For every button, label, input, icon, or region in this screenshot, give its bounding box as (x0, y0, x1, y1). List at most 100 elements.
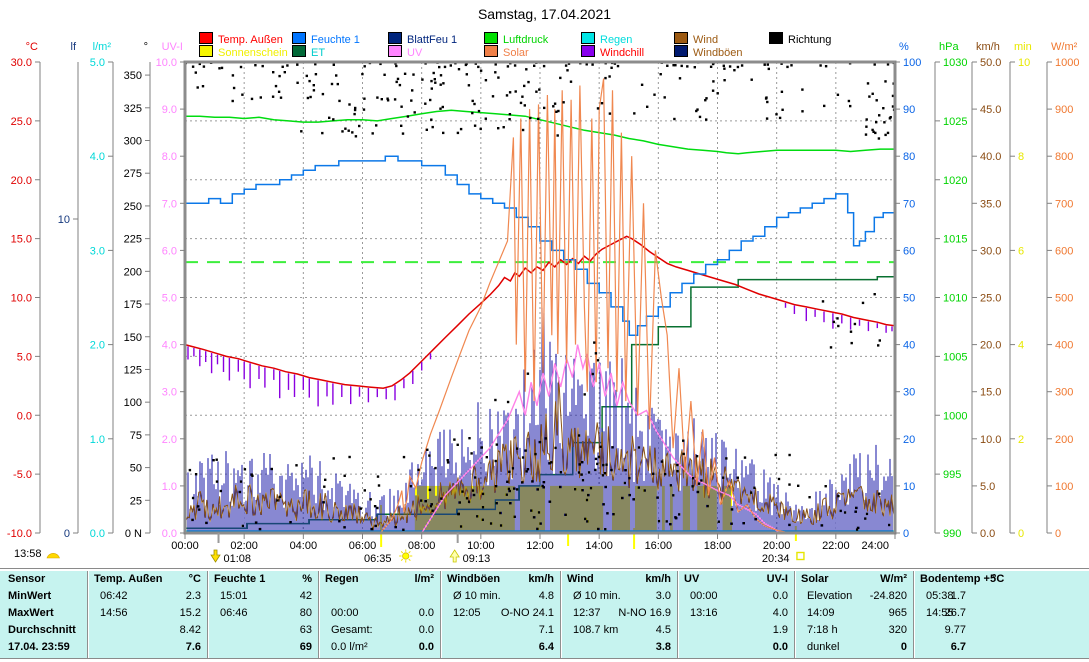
axis-c: °C 30.0 25.0 20.0 15.0 10.0 5.0 0.0 -5.0 -10.0 (7, 41, 41, 540)
svg-text:12:00: 12:00 (526, 540, 554, 552)
svg-text:200: 200 (1055, 434, 1073, 446)
table-cell: 0.0 (772, 641, 788, 653)
table-cell: -24.820 (869, 590, 907, 602)
legend-item-uv: UV (388, 45, 422, 59)
svg-text:20:00: 20:00 (763, 540, 791, 552)
svg-text:350: 350 (124, 70, 142, 82)
svg-text:22:00: 22:00 (822, 540, 850, 552)
svg-text:1015: 1015 (943, 234, 967, 246)
legend-item-windb-en: Windböen (674, 45, 743, 59)
svg-text:250: 250 (124, 201, 142, 213)
svg-text:1020: 1020 (943, 175, 967, 187)
svg-text:50: 50 (903, 293, 915, 305)
svg-text:06:00: 06:00 (349, 540, 377, 552)
table-cell: N-NO 16.9 (618, 607, 671, 619)
table-cell: 0 (900, 641, 907, 653)
table-cell: 15:01 (220, 590, 248, 602)
table-cell: km/h (528, 573, 554, 585)
legend-item-blattfeu-1: BlattFeu 1 (388, 32, 457, 46)
table-column-regen: Regen l/m² 00:00 0.0 Gesamt: 0.0 0.0 l/m² 0.0 (318, 571, 441, 658)
legend-swatch-temp-au-en (199, 32, 213, 44)
table-cell: 9.77 (944, 624, 966, 636)
weather-chart: °C30.025.020.015.010.05.00.0-5.0-10.0lf1… (7, 41, 1080, 565)
axis-hpa: hPa 1030 1025 1020 1015 1010 1005 1000 995 990 (934, 41, 967, 540)
table-cell: 13:16 (690, 607, 718, 619)
table-cell: 0.0 (418, 607, 434, 619)
svg-text:1000: 1000 (943, 410, 967, 422)
svg-text:275: 275 (124, 168, 142, 180)
svg-text:500: 500 (1055, 293, 1073, 305)
svg-text:0.0: 0.0 (162, 528, 177, 540)
svg-text:10.0: 10.0 (156, 57, 177, 69)
table-cell: km/h (645, 573, 671, 585)
svg-text:09:13: 09:13 (463, 553, 491, 565)
table-column-wind: Wind km/h Ø 10 min. 3.0 12:37 N-NO 16.9 108.7 … (560, 571, 678, 658)
svg-text:24:00: 24:00 (861, 540, 889, 552)
svg-text:3.0: 3.0 (162, 387, 177, 399)
svg-text:700: 700 (1055, 198, 1073, 210)
axis-l-m: l/m² 5.0 4.0 3.0 2.0 1.0 0.0 (90, 41, 114, 540)
table-cell: MaxWert (8, 607, 54, 619)
svg-text:10: 10 (58, 214, 70, 226)
svg-text:°C: °C (26, 41, 38, 53)
legend-swatch-windb-en (674, 45, 688, 57)
svg-text:0: 0 (64, 528, 70, 540)
series-uv (421, 344, 781, 534)
table-cell: 14:56 (100, 607, 128, 619)
table-cell: Bodentemp +5 (920, 573, 997, 585)
svg-text:100: 100 (124, 397, 142, 409)
svg-text:900: 900 (1055, 104, 1073, 116)
legend-item-wind: Wind (674, 32, 718, 46)
table-column-windb-en: Windböen km/h Ø 10 min. 4.8 12:05 O-NO 24.1 7.… (440, 571, 561, 658)
table-cell: 6.7 (950, 641, 966, 653)
svg-text:W/m²: W/m² (1051, 41, 1078, 53)
legend-label: ET (311, 47, 326, 59)
axis-lf: lf 10 0 (58, 41, 79, 540)
legend-item-et: ET (292, 45, 325, 59)
table-cell: Durchschnitt (8, 624, 76, 636)
plot-area[interactable] (185, 62, 895, 533)
table-cell: 12:37 (573, 607, 601, 619)
svg-text:225: 225 (124, 234, 142, 246)
table-cell: MinWert (8, 590, 52, 602)
svg-text:35.0: 35.0 (980, 198, 1001, 210)
table-cell: Wind (567, 573, 594, 585)
legend-swatch-et (292, 45, 306, 57)
axis-deg: ° 350 325 300 275 250 225 200 175 150 125 100 75 50 25… (124, 41, 151, 540)
svg-text:10: 10 (1018, 57, 1030, 69)
svg-text:20.0: 20.0 (980, 340, 1001, 352)
svg-text:10.0: 10.0 (11, 293, 32, 305)
stats-table: Sensor MinWert MaxWert Durchschnitt 17.04. 2… (0, 571, 1089, 658)
svg-text:25.0: 25.0 (11, 116, 32, 128)
legend-swatch-regen (581, 32, 595, 44)
legend-swatch-blattfeu-1 (388, 32, 402, 44)
table-cell: 0.0 l/m² (331, 641, 368, 653)
svg-text:800: 800 (1055, 151, 1073, 163)
table-cell: 4.0 (772, 607, 788, 619)
table-cell: UV-I (766, 573, 788, 585)
legend-label: Windchill (600, 47, 645, 59)
svg-text:km/h: km/h (976, 41, 1000, 53)
svg-text:0 N: 0 N (125, 528, 142, 540)
legend-swatch-windchill (581, 45, 595, 57)
svg-text:4.0: 4.0 (162, 340, 177, 352)
legend-label: Richtung (788, 34, 832, 46)
svg-text:5.0: 5.0 (90, 57, 105, 69)
svg-text:325: 325 (124, 103, 142, 115)
svg-text:60: 60 (903, 245, 915, 257)
svg-text:1.0: 1.0 (90, 434, 105, 446)
svg-text:15.0: 15.0 (11, 234, 32, 246)
table-cell: 4.8 (538, 590, 554, 602)
table-cell: 63 (299, 624, 312, 636)
svg-text:04:00: 04:00 (290, 540, 318, 552)
svg-text:-5.0: -5.0 (13, 469, 32, 481)
svg-text:45.0: 45.0 (980, 104, 1001, 116)
svg-text:100: 100 (903, 57, 921, 69)
svg-text:6.0: 6.0 (162, 245, 177, 257)
svg-text:300: 300 (124, 136, 142, 148)
legend-label: Solar (503, 47, 529, 59)
svg-text:150: 150 (124, 332, 142, 344)
svg-text:600: 600 (1055, 245, 1073, 257)
